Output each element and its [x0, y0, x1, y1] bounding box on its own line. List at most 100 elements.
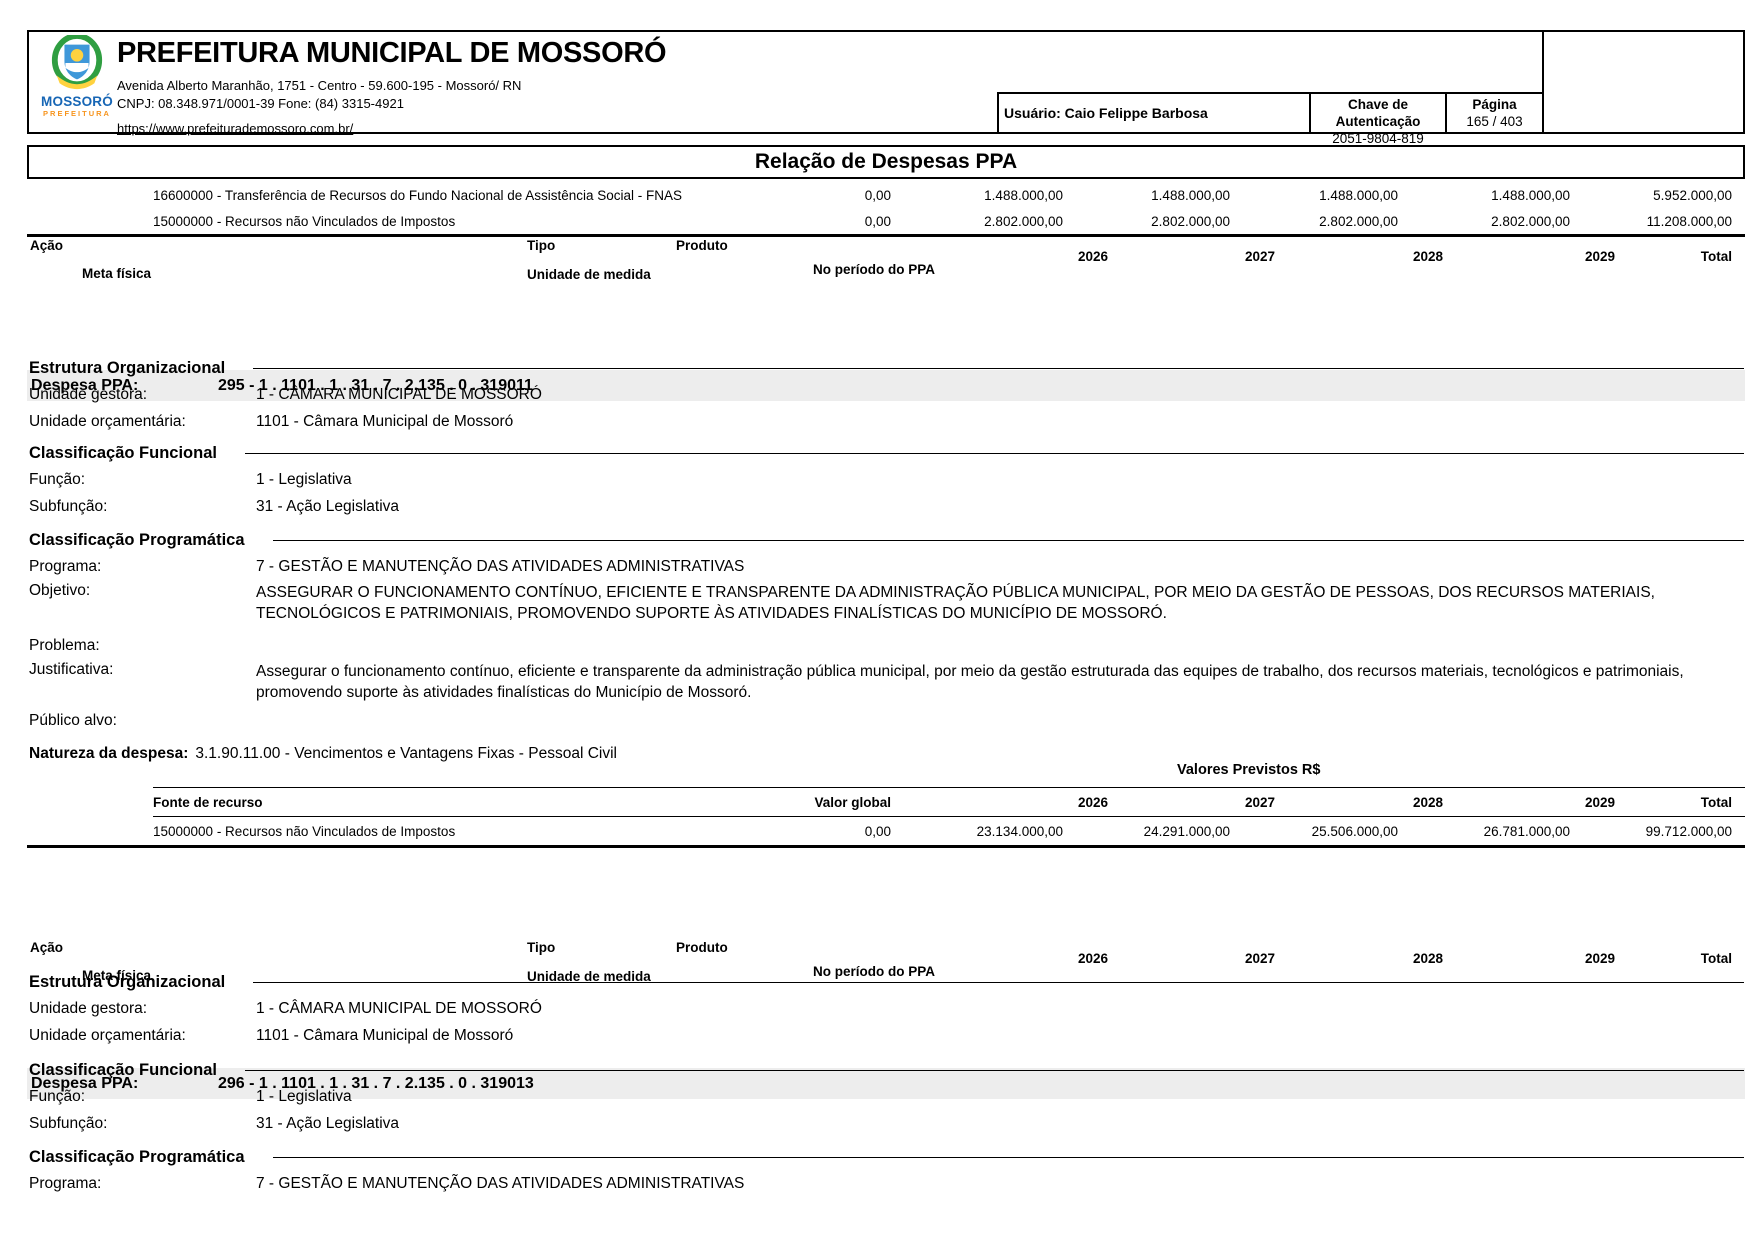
field-value: 1101 - Câmara Municipal de Mossoró: [256, 412, 514, 430]
field-programa: Programa: 7 - GESTÃO E MANUTENÇÃO DAS AT…: [27, 553, 1745, 580]
field-publico-alvo: Público alvo:: [27, 707, 1745, 734]
field-label: Natureza da despesa:: [29, 745, 189, 762]
page-number-label: Página: [1472, 97, 1517, 112]
page-header: MOSSORÓ PREFEITURA PREFEITURA MUNICIPAL …: [27, 30, 1745, 146]
col-2028: 2028: [1412, 794, 1443, 810]
field-unidade-gestora: Unidade gestora: 1 - CÂMARA MUNICIPAL DE…: [27, 995, 1745, 1022]
table-row: 15000000 - Recursos não Vinculados de Im…: [27, 817, 1745, 845]
field-label: Justificativa:: [29, 661, 114, 678]
user-cell: Usuário: Caio Felippe Barbosa: [997, 92, 1309, 132]
field-label: Função:: [29, 470, 86, 488]
col-2029: 2029: [1584, 794, 1615, 810]
field-label: Função:: [29, 1087, 86, 1105]
col-total: Total: [1700, 794, 1732, 810]
section-title: Classificação Programática: [29, 1147, 245, 1166]
despesa-ppa-label: Despesa PPA:: [31, 376, 139, 394]
field-label: Programa:: [29, 557, 102, 575]
field-label: Programa:: [29, 1174, 102, 1192]
section-title: Classificação Funcional: [29, 443, 217, 462]
valor-total: 5.952.000,00: [1653, 187, 1732, 203]
col-2027: 2027: [1244, 794, 1275, 810]
field-label: Unidade orçamentária:: [29, 1026, 186, 1044]
valor-total: 11.208.000,00: [1646, 213, 1732, 229]
col-2029: 2029: [1584, 951, 1615, 966]
valor-2026: 2.802.000,00: [984, 213, 1063, 229]
field-value: 7 - GESTÃO E MANUTENÇÃO DAS ATIVIDADES A…: [256, 1174, 745, 1192]
field-label: Unidade gestora:: [29, 999, 148, 1017]
valor-2028: 1.488.000,00: [1319, 187, 1398, 203]
valor-2028: 2.802.000,00: [1319, 213, 1398, 229]
col-no-periodo: No período do PPA: [813, 262, 935, 277]
col-acao: Ação: [30, 238, 64, 253]
section-classificacao-programatica: Classificação Programática Programa: 7 -…: [27, 527, 1745, 734]
acao-table-header: Ação Tipo Produto 2026 2027 2028 2029 To…: [27, 938, 1745, 990]
col-tipo: Tipo: [527, 238, 556, 253]
section-classificacao-funcional: Classificação Funcional Função: 1 - Legi…: [27, 440, 1745, 520]
year-columns: 2026 2027 2028 2029 Total: [27, 951, 1745, 966]
valor-2029: 2.802.000,00: [1491, 213, 1570, 229]
field-value: 31 - Ação Legislativa: [256, 497, 400, 515]
valores-previstos-label: Valores Previstos R$: [1177, 762, 1321, 778]
despesa-ppa-band: Despesa PPA: 295 - 1 . 1101 . 1 . 31 . 7…: [27, 370, 1745, 401]
valor-2027: 2.802.000,00: [1151, 213, 1230, 229]
field-problema: Problema:: [27, 632, 1745, 659]
auth-key-value: 2051-9804-819: [1332, 131, 1424, 146]
field-label: Subfunção:: [29, 497, 108, 515]
field-value: 1 - CÂMARA MUNICIPAL DE MOSSORÓ: [256, 385, 542, 403]
despesa-ppa-band: Despesa PPA: 296 - 1 . 1101 . 1 . 31 . 7…: [27, 1068, 1745, 1099]
org-title: PREFEITURA MUNICIPAL DE MOSSORÓ: [117, 37, 667, 69]
col-2026: 2026: [1077, 794, 1108, 810]
fonte-label: 16600000 - Transferência de Recursos do …: [153, 187, 683, 203]
table-header-row: Fonte de recurso Valor global 2026 2027 …: [27, 788, 1745, 816]
auth-key-cell: Chave de Autenticação 2051-9804-819: [1309, 92, 1445, 146]
valor-global-value: 0,00: [864, 823, 891, 839]
table-divider: [153, 787, 1745, 788]
col-2026: 2026: [1077, 951, 1108, 966]
col-2027: 2027: [1244, 951, 1275, 966]
col-no-periodo: No período do PPA: [813, 964, 935, 979]
report-title: Relação de Despesas PPA: [754, 150, 1018, 173]
col-2026: 2026: [1077, 249, 1108, 264]
field-label: Problema:: [29, 636, 100, 654]
field-label: Subfunção:: [29, 1114, 108, 1132]
logo-city-text: MOSSORÓ: [41, 94, 113, 109]
field-natureza-despesa: Natureza da despesa: 3.1.90.11.00 - Venc…: [27, 741, 1745, 767]
section-title: Classificação Programática: [29, 530, 245, 549]
field-subfuncao: Subfunção: 31 - Ação Legislativa: [27, 493, 1745, 520]
fonte-label: 15000000 - Recursos não Vinculados de Im…: [153, 213, 456, 229]
col-2027: 2027: [1244, 249, 1275, 264]
field-value: 7 - GESTÃO E MANUTENÇÃO DAS ATIVIDADES A…: [256, 557, 745, 575]
section-rule: [244, 1069, 1744, 1071]
field-unidade-gestora: Unidade gestora: 1 - CÂMARA MUNICIPAL DE…: [27, 381, 1745, 408]
org-identification: PREFEITURA MUNICIPAL DE MOSSORÓ Avenida …: [117, 37, 997, 138]
field-value: 1101 - Câmara Municipal de Mossoró: [256, 1026, 514, 1044]
page-number-cell: Página 165 / 403: [1445, 92, 1542, 132]
section-estrutura-organizacional: Estrutura Organizacional Unidade gestora…: [27, 355, 1745, 435]
stamp-box: [1542, 32, 1743, 132]
despesa-ppa-code: 295 - 1 . 1101 . 1 . 31 . 7 . 2.135 . 0 …: [218, 376, 533, 394]
col-unidade-medida: Unidade de medida: [527, 267, 651, 282]
field-funcao: Função: 1 - Legislativa: [27, 466, 1745, 493]
mossoro-crest-icon: [51, 33, 103, 90]
mossoro-logo: MOSSORÓ PREFEITURA: [39, 33, 115, 118]
org-website-link[interactable]: https://www.prefeiturademossoro.com.br/: [117, 121, 354, 136]
col-meta-fisica: Meta física: [82, 968, 152, 983]
logo-subtitle-text: PREFEITURA: [43, 109, 111, 118]
col-2028: 2028: [1412, 951, 1443, 966]
field-label: Unidade gestora:: [29, 385, 148, 403]
table-divider: [153, 816, 1745, 817]
section-rule: [272, 539, 1744, 541]
field-value: 1 - CÂMARA MUNICIPAL DE MOSSORÓ: [256, 999, 542, 1017]
col-produto: Produto: [676, 238, 728, 253]
field-value: ASSEGURAR O FUNCIONAMENTO CONTÍNUO, EFIC…: [256, 584, 1655, 622]
table-bottom-border: [27, 845, 1745, 848]
section-title: Estrutura Organizacional: [29, 358, 226, 377]
valor-2026: 23.134.000,00: [976, 823, 1063, 839]
fonte-rows-top: 16600000 - Transferência de Recursos do …: [27, 182, 1745, 237]
valor-2027: 24.291.000,00: [1143, 823, 1230, 839]
section-rule: [244, 452, 1744, 454]
section-classificacao-funcional: Classificação Funcional Função: 1 - Legi…: [27, 1057, 1745, 1137]
valor-global-value: 0,00: [864, 213, 891, 229]
section-rule: [253, 981, 1744, 983]
